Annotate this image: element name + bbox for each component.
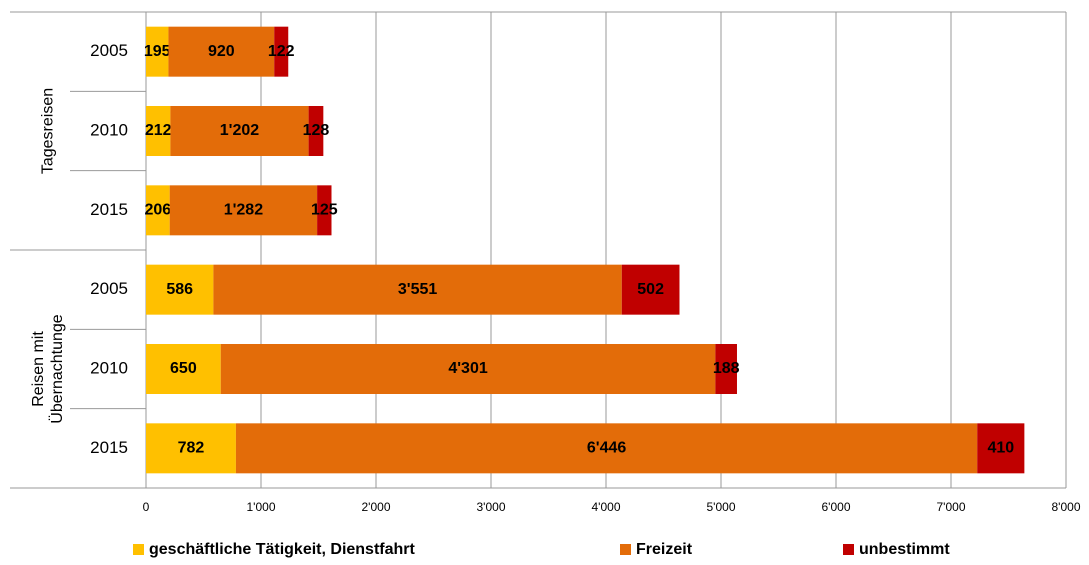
x-tick-label: 2'000 <box>362 500 391 514</box>
value-label: 195 <box>144 43 171 60</box>
bar-segment <box>168 26 275 77</box>
x-tick-label: 4'000 <box>592 500 621 514</box>
y-tick-label: 2005 <box>90 41 128 60</box>
value-label: 206 <box>144 202 171 219</box>
x-tick-label: 3'000 <box>477 500 506 514</box>
bar-segment <box>274 26 289 77</box>
bar-segment <box>146 423 236 474</box>
value-label: 410 <box>987 440 1014 457</box>
bar-segment <box>146 26 169 77</box>
value-label: 4'301 <box>448 360 488 377</box>
bar-segment <box>220 344 716 394</box>
value-label: 212 <box>145 122 172 139</box>
group-label: Tagesreisen <box>39 87 57 175</box>
value-label: 3'551 <box>398 281 438 298</box>
value-label: 586 <box>166 281 193 298</box>
bar-segment <box>213 264 622 315</box>
bar-segment <box>977 423 1025 474</box>
value-label: 650 <box>170 360 197 377</box>
value-label: 920 <box>208 43 235 60</box>
y-tick-label: 2015 <box>90 438 128 457</box>
bar-segment <box>146 185 170 236</box>
bar-segment <box>621 264 680 315</box>
legend-label: geschäftliche Tätigkeit, Dienstfahrt <box>149 541 416 558</box>
value-label: 6'446 <box>587 440 627 457</box>
x-tick-label: 7'000 <box>937 500 966 514</box>
value-label: 188 <box>713 360 740 377</box>
legend-swatch <box>620 544 631 555</box>
bar-segment <box>169 185 318 236</box>
y-tick-label: 2010 <box>90 120 128 139</box>
value-label: 122 <box>268 43 295 60</box>
bar-segment <box>146 344 221 394</box>
y-tick-label: 2015 <box>90 200 128 219</box>
value-label: 1'202 <box>220 122 260 139</box>
x-tick-label: 1'000 <box>247 500 276 514</box>
legend-label: Freizeit <box>636 541 693 558</box>
value-label: 782 <box>178 440 205 457</box>
bar-segment <box>308 106 324 156</box>
y-tick-label: 2010 <box>90 358 128 377</box>
x-tick-label: 0 <box>143 500 150 514</box>
x-tick-label: 8'000 <box>1052 500 1081 514</box>
bar-segment <box>715 344 737 394</box>
value-label: 502 <box>637 281 664 298</box>
bar-segment <box>317 185 332 236</box>
value-label: 125 <box>311 202 338 219</box>
value-label: 1'282 <box>224 202 264 219</box>
legend-swatch <box>133 544 144 555</box>
legend-swatch <box>843 544 854 555</box>
x-tick-label: 6'000 <box>822 500 851 514</box>
value-label: 128 <box>303 122 330 139</box>
y-tick-label: 2005 <box>90 279 128 298</box>
bar-segment <box>146 106 171 156</box>
bar-segment <box>146 264 214 315</box>
group-label: Reisen mit Übernachtunge <box>30 314 66 424</box>
bar-segment <box>170 106 309 156</box>
bar-segment <box>235 423 978 474</box>
legend-label: unbestimmt <box>859 541 950 558</box>
x-tick-label: 5'000 <box>707 500 736 514</box>
